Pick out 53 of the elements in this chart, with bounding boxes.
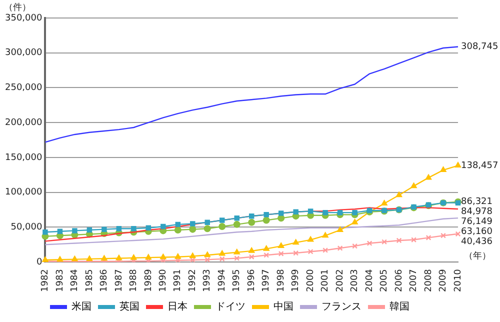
x-tick-label: 1995 — [232, 269, 242, 292]
data-label: 40,436 — [461, 237, 493, 248]
x-tick-label: 1990 — [158, 268, 168, 292]
x-tick-label: 2001 — [320, 269, 331, 292]
x-tick-label: 1985 — [84, 269, 95, 292]
x-tick-label: 1997 — [262, 269, 272, 292]
x-tick-label: 1993 — [202, 269, 213, 292]
x-tick-label: 1996 — [246, 268, 257, 292]
x-tick-label: 1986 — [100, 268, 110, 292]
data-label: 63,160 — [461, 227, 493, 238]
x-tick-label: 2003 — [350, 269, 360, 292]
data-label: 138,457 — [461, 160, 498, 171]
x-tick-label: 1987 — [114, 269, 124, 292]
y-axis-title: （件） — [4, 2, 31, 13]
x-tick-label: 2005 — [380, 269, 390, 292]
x-tick-label: 2010 — [453, 268, 464, 292]
x-tick-label: 1982 — [40, 269, 51, 292]
legend-label: 韓国 — [390, 300, 410, 313]
data-label: 84,978 — [461, 207, 493, 218]
y-tick-label: 150,000 — [5, 152, 42, 163]
y-tick-label: 250,000 — [5, 83, 42, 94]
x-tick-label: 2008 — [424, 268, 434, 292]
x-tick-label: 1992 — [188, 269, 198, 292]
data-label: 86,321 — [461, 197, 492, 208]
x-tick-label: 1991 — [173, 269, 184, 292]
x-axis-title: （年） — [464, 250, 491, 262]
legend-label: 米国 — [72, 300, 92, 313]
y-tick-label: 350,000 — [5, 13, 42, 24]
x-tick-label: 1984 — [70, 268, 80, 292]
x-tick-label: 1998 — [276, 268, 286, 292]
legend-label: 日本 — [168, 300, 188, 313]
x-tick-label: 1999 — [291, 268, 302, 292]
x-tick-label: 1989 — [144, 268, 154, 292]
y-tick-label: 100,000 — [5, 188, 42, 198]
x-tick-label: 2009 — [438, 268, 449, 292]
legend-label: 英国 — [120, 300, 140, 313]
x-tick-label: 1988 — [129, 268, 140, 292]
x-tick-label: 1994 — [217, 268, 228, 292]
x-tick-label: 2006 — [394, 268, 404, 292]
x-tick-label: 2004 — [364, 268, 375, 292]
data-label: 308,745 — [461, 42, 498, 52]
x-tick-label: 2002 — [335, 269, 346, 292]
x-tick-label: 1983 — [55, 269, 66, 292]
y-tick-label: 300,000 — [5, 48, 42, 58]
y-tick-label: 200,000 — [5, 118, 42, 128]
x-tick-label: 2007 — [409, 269, 420, 292]
legend-label: 中国 — [274, 300, 294, 313]
y-tick-label: 0 — [36, 257, 42, 268]
data-label: 76,149 — [461, 217, 493, 228]
legend-label: フランス — [322, 302, 362, 313]
legend-label: ドイツ — [216, 302, 246, 313]
x-tick-label: 2000 — [306, 268, 316, 292]
y-tick-label: 50,000 — [10, 222, 42, 233]
